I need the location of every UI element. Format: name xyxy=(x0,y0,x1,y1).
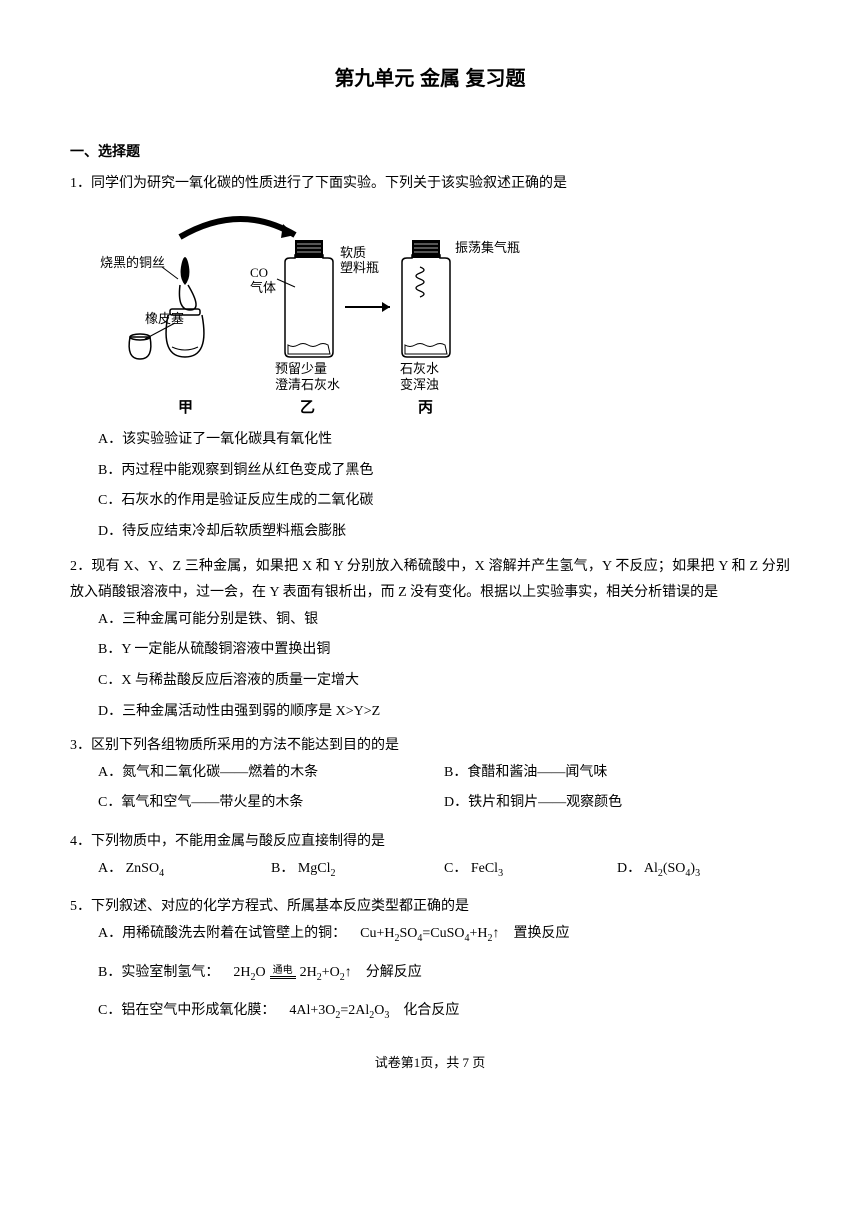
label-bing: 丙 xyxy=(418,399,433,416)
question-3: 3．区别下列各组物质所采用的方法不能达到目的的是 A．氮气和二氧化碳——燃着的木… xyxy=(70,733,790,821)
label-soft1: 软质 xyxy=(340,245,366,260)
q4-stem: 4．下列物质中，不能用金属与酸反应直接制得的是 xyxy=(70,829,790,856)
q2-opt-d: D．三种金属活动性由强到弱的顺序是 X>Y>Z xyxy=(98,699,790,726)
q4-opt-b: B． MgCl2 xyxy=(271,856,444,883)
q5-opt-c: C．铝在空气中形成氧化膜： 4Al+3O2=2Al2O3 化合反应 xyxy=(98,998,790,1025)
question-5: 5．下列叙述、对应的化学方程式、所属基本反应类型都正确的是 A．用稀硫酸洗去附着… xyxy=(70,894,790,1025)
q1-stem: 1．同学们为研究一氧化碳的性质进行了下面实验。下列关于该实验叙述正确的是 xyxy=(70,171,790,198)
label-rubber: 橡皮塞 xyxy=(145,311,184,326)
label-lime1: 石灰水 xyxy=(400,361,439,376)
q5-opt-a: A．用稀硫酸洗去附着在试管壁上的铜： Cu+H2SO4=CuSO4+H2↑ 置换… xyxy=(98,921,790,948)
alcohol-lamp-icon xyxy=(166,257,204,357)
q4-opt-a: A． ZnSO4 xyxy=(98,856,271,883)
q1-opt-d: D．待反应结束冷却后软质塑料瓶会膨胀 xyxy=(98,519,790,546)
q3-opt-c: C．氧气和空气——带火星的木条 xyxy=(98,790,444,817)
label-reserve2: 澄清石灰水 xyxy=(275,377,340,392)
bottle-yi-icon xyxy=(285,240,333,357)
q5-opt-b: B．实验室制氢气： 2H2O通电2H2+O2↑ 分解反应 xyxy=(98,960,790,987)
label-yi: 乙 xyxy=(300,400,315,416)
question-4: 4．下列物质中，不能用金属与酸反应直接制得的是 A． ZnSO4 B． MgCl… xyxy=(70,829,790,886)
label-reserve1: 预留少量 xyxy=(275,361,327,376)
q2-opt-b: B．Y 一定能从硫酸铜溶液中置换出铜 xyxy=(98,637,790,664)
q2-opt-c: C．X 与稀盐酸反应后溶液的质量一定增大 xyxy=(98,668,790,695)
section-header: 一、选择题 xyxy=(70,138,790,165)
label-burnt: 烧黑的铜丝 xyxy=(100,255,165,270)
q1-diagram: 烧黑的铜丝 橡皮塞 CO 气体 软质 塑料 xyxy=(100,207,550,417)
page-footer: 试卷第1页，共 7 页 xyxy=(70,1051,790,1076)
label-co: CO xyxy=(250,265,268,280)
question-2: 2．现有 X、Y、Z 三种金属，如果把 X 和 Y 分别放入稀硫酸中，X 溶解并… xyxy=(70,554,790,726)
q3-opt-d: D．铁片和铜片——观察颜色 xyxy=(444,790,790,817)
q1-opt-c: C．石灰水的作用是验证反应生成的二氧化碳 xyxy=(98,488,790,515)
q3-opt-a: A．氮气和二氧化碳——燃着的木条 xyxy=(98,760,444,787)
bottle-bing-icon xyxy=(402,240,450,357)
q3-opt-b: B．食醋和酱油——闻气味 xyxy=(444,760,790,787)
label-co2: 气体 xyxy=(250,280,276,295)
q1-opt-b: B．丙过程中能观察到铜丝从红色变成了黑色 xyxy=(98,458,790,485)
q4-opt-d: D． Al2(SO4)3 xyxy=(617,856,790,883)
q2-opt-a: A．三种金属可能分别是铁、铜、银 xyxy=(98,607,790,634)
q4-opt-c: C． FeCl3 xyxy=(444,856,617,883)
q3-stem: 3．区别下列各组物质所采用的方法不能达到目的的是 xyxy=(70,733,790,760)
label-jia: 甲 xyxy=(178,399,193,416)
label-shake: 振荡集气瓶 xyxy=(455,240,520,255)
question-1: 1．同学们为研究一氧化碳的性质进行了下面实验。下列关于该实验叙述正确的是 烧黑的… xyxy=(70,171,790,546)
q5-stem: 5．下列叙述、对应的化学方程式、所属基本反应类型都正确的是 xyxy=(70,894,790,921)
q1-opt-a: A．该实验验证了一氧化碳具有氧化性 xyxy=(98,427,790,454)
label-lime2: 变浑浊 xyxy=(400,377,439,392)
page-title: 第九单元 金属 复习题 xyxy=(70,60,790,98)
q2-stem: 2．现有 X、Y、Z 三种金属，如果把 X 和 Y 分别放入稀硫酸中，X 溶解并… xyxy=(70,554,790,607)
label-soft2: 塑料瓶 xyxy=(340,260,379,275)
